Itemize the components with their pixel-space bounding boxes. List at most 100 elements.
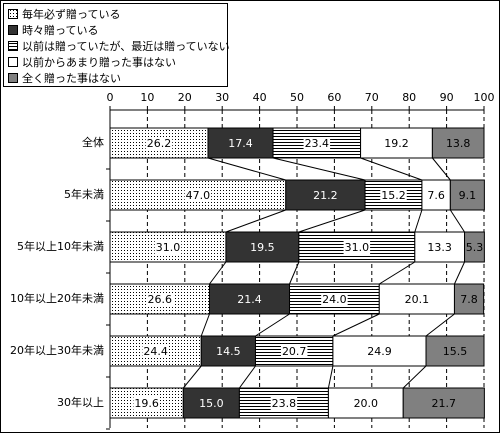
legend-swatch (8, 41, 18, 51)
value-label: 7.6 (427, 189, 445, 202)
value-label: 19.2 (384, 137, 409, 150)
value-label: 26.6 (147, 293, 172, 306)
value-label: 31.0 (156, 241, 181, 254)
value-label: 24.0 (322, 293, 347, 306)
legend-label: 以前は贈っていたが、最近は贈っていない (22, 39, 230, 53)
x-tick-label: 40 (253, 91, 267, 104)
x-tick-label: 30 (215, 91, 229, 104)
connector (239, 365, 256, 389)
connector (182, 365, 202, 389)
connector (298, 209, 366, 233)
connector (200, 313, 210, 337)
x-tick-label: 80 (402, 91, 416, 104)
value-label: 14.5 (216, 345, 241, 358)
bar-segment (414, 231, 466, 263)
x-tick-label: 10 (140, 91, 154, 104)
x-tick-label: 0 (107, 91, 114, 104)
bar-segment (207, 127, 274, 159)
category-label: 5年以上10年未満 (17, 239, 104, 253)
legend-swatch (8, 9, 18, 19)
connector (379, 261, 416, 285)
value-label: 15.0 (199, 397, 224, 410)
value-label: 19.5 (250, 241, 275, 254)
connector (360, 157, 423, 181)
x-tick-label: 60 (327, 91, 341, 104)
bar-segment (449, 179, 485, 211)
connector (402, 365, 427, 389)
bar-segment (360, 127, 433, 159)
value-label: 21.2 (313, 189, 338, 202)
connector (432, 157, 451, 181)
legend-label: 全く贈った事はない (22, 71, 121, 85)
bar-segment (109, 335, 202, 367)
category-label: 5年未満 (64, 187, 104, 201)
value-label: 23.8 (272, 397, 297, 410)
value-label: 15.2 (381, 189, 406, 202)
x-tick-label: 100 (474, 91, 495, 104)
label-bg (321, 293, 348, 306)
bar-segment (431, 127, 485, 159)
connector (327, 365, 334, 389)
value-label: 17.4 (228, 137, 253, 150)
legend-label: 時々贈っている (22, 23, 98, 37)
legend-box (3, 3, 228, 87)
x-tick-label: 90 (440, 91, 454, 104)
value-label: 20.1 (405, 293, 430, 306)
bar-segment (285, 179, 366, 211)
value-label: 24.4 (143, 345, 168, 358)
label-bg (145, 137, 173, 150)
label-bg (270, 397, 298, 410)
bar-segment (453, 283, 485, 315)
connector (255, 313, 290, 337)
x-tick-label: 70 (365, 91, 379, 104)
bar-segment (327, 387, 404, 419)
category-label: 20年以上30年未満 (10, 343, 104, 357)
connector (207, 157, 286, 181)
value-label: 15.5 (443, 345, 468, 358)
connector (225, 209, 286, 233)
label-bg (154, 241, 182, 254)
legend-label: 以前からあまり贈った事はない (22, 55, 176, 69)
value-label: 23.4 (305, 137, 330, 150)
bar-segment (464, 231, 485, 263)
label-bg (280, 345, 308, 358)
value-label: 20.0 (354, 397, 379, 410)
connector (332, 313, 380, 337)
connector (425, 313, 455, 337)
label-bg (343, 241, 371, 254)
label-bg (133, 397, 160, 410)
value-label: 21.7 (432, 397, 457, 410)
x-tick-label: 50 (290, 91, 304, 104)
label-bg (142, 345, 169, 358)
bar-segment (425, 335, 485, 367)
value-label: 9.1 (459, 189, 477, 202)
bar-segment (225, 231, 300, 263)
bar-segment (208, 283, 291, 315)
value-label: 7.8 (460, 293, 478, 306)
value-label: 26.2 (147, 137, 172, 150)
category-label: 全体 (82, 135, 104, 149)
value-label: 19.6 (134, 397, 159, 410)
connector (449, 209, 465, 233)
legend-swatch (8, 57, 18, 67)
x-tick-label: 20 (178, 91, 192, 104)
value-label: 31.0 (345, 241, 370, 254)
connector (209, 261, 227, 285)
connector (453, 261, 466, 285)
connector (414, 209, 423, 233)
value-label: 21.4 (237, 293, 262, 306)
bar-segment (332, 335, 427, 367)
bar-segment (272, 127, 362, 159)
label-bg (303, 137, 331, 150)
label-bg (184, 189, 212, 202)
connector (272, 157, 366, 181)
value-label: 20.7 (282, 345, 307, 358)
value-label: 24.9 (367, 345, 392, 358)
value-label: 13.8 (446, 137, 471, 150)
category-label: 10年以上20年未満 (10, 291, 104, 305)
value-label: 47.0 (186, 189, 211, 202)
label-bg (146, 293, 173, 306)
legend-swatch (8, 25, 18, 35)
category-label: 30年以上 (57, 395, 104, 409)
